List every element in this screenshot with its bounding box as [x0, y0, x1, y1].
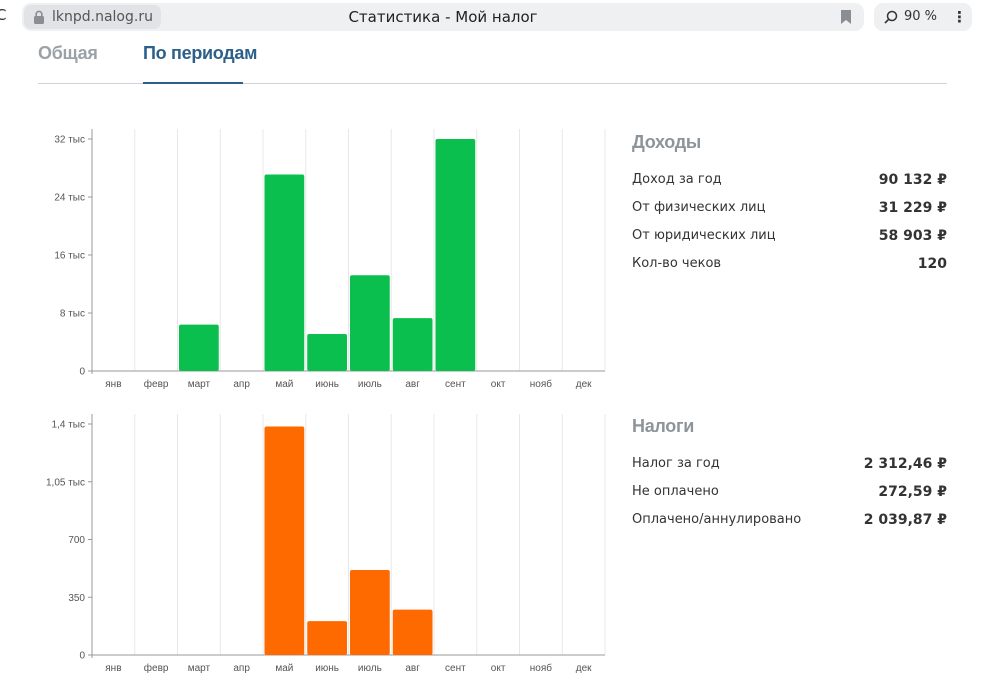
row-value: 272,59 ₽	[878, 484, 947, 500]
income-row-year: Доход за год 90 132 ₽	[632, 170, 947, 198]
tax-row-unpaid: Не оплачено 272,59 ₽	[632, 482, 947, 510]
row-label: Налог за год	[632, 456, 720, 471]
x-tick-label: июнь	[315, 663, 339, 674]
bar-сент	[435, 139, 476, 371]
tax-row-paid: Оплачено/аннулировано 2 039,87 ₽	[632, 510, 947, 538]
y-tick-label: 350	[68, 593, 85, 604]
x-tick-label: окт	[491, 379, 506, 390]
zoom-icon	[884, 10, 898, 24]
bar-авг	[392, 318, 433, 371]
x-tick-label: июль	[358, 379, 382, 390]
x-tick-label: нояб	[530, 378, 552, 390]
bar-авг	[392, 609, 433, 655]
page-title: Статистика - Мой налог	[348, 8, 538, 26]
tab-by-periods[interactable]: По периодам	[143, 43, 258, 63]
period-tabs: Общая По периодам	[38, 35, 947, 84]
income-row-individuals: От физических лиц 31 229 ₽	[632, 198, 947, 226]
income-row-legal-entities: От юридических лиц 58 903 ₽	[632, 226, 947, 254]
bar-май	[264, 174, 305, 371]
row-value: 31 229 ₽	[878, 200, 947, 216]
row-value: 58 903 ₽	[878, 228, 947, 244]
x-tick-label: сент	[445, 663, 466, 674]
y-tick-label: 1,4 тыс	[52, 420, 85, 431]
income-summary: Доходы Доход за год 90 132 ₽ От физическ…	[632, 130, 947, 282]
bar-июнь	[307, 621, 347, 655]
bar-май	[264, 426, 305, 655]
address-bar[interactable]: lknpd.nalog.ru Статистика - Мой налог	[22, 3, 864, 31]
bar-июнь	[307, 334, 347, 371]
row-value: 120	[917, 256, 947, 272]
x-tick-label: сент	[445, 379, 466, 390]
url-chip[interactable]: lknpd.nalog.ru	[24, 5, 161, 29]
x-tick-label: май	[275, 379, 293, 390]
y-tick-label: 1,05 тыс	[46, 477, 85, 488]
x-tick-label: июнь	[315, 379, 339, 390]
tab-general[interactable]: Общая	[38, 43, 98, 63]
bar-март	[179, 324, 219, 371]
reload-icon[interactable]: C	[0, 6, 7, 24]
bar-июль	[350, 275, 390, 371]
row-label: Не оплачено	[632, 484, 719, 499]
x-tick-label: авг	[405, 379, 420, 390]
x-tick-label: янв	[105, 379, 121, 390]
x-tick-label: июль	[358, 663, 382, 674]
x-tick-label: дек	[576, 379, 592, 390]
x-tick-label: май	[275, 663, 293, 674]
y-tick-label: 8 тыс	[60, 309, 85, 320]
x-tick-label: окт	[491, 663, 506, 674]
x-tick-label: март	[188, 379, 211, 390]
bookmark-icon[interactable]	[840, 10, 852, 24]
row-label: От физических лиц	[632, 200, 766, 215]
row-label: Доход за год	[632, 172, 722, 187]
tax-bar-chart: 0 350 700 1,05 тыс 1,4 тыс янв февр март апр май и…	[46, 414, 606, 674]
y-tick-label: 24 тыс	[54, 193, 85, 204]
y-tick-label: 0	[79, 367, 85, 378]
zoom-control[interactable]: 90 % ⋮	[874, 3, 972, 31]
browser-toolbar: C lknpd.nalog.ru Статистика - Мой налог …	[0, 0, 983, 35]
x-tick-label: февр	[144, 662, 169, 674]
income-row-receipts-count: Кол-во чеков 120	[632, 254, 947, 282]
row-label: Кол-во чеков	[632, 256, 722, 271]
tax-row-year: Налог за год 2 312,46 ₽	[632, 454, 947, 482]
income-bar-chart: 0 8 тыс 16 тыс 24 тыс 32 тыс янв февр март апр ма…	[54, 129, 606, 390]
lock-icon	[34, 10, 44, 24]
x-tick-label: апр	[233, 379, 250, 390]
y-tick-label: 16 тыс	[54, 251, 85, 262]
active-tab-indicator	[143, 82, 243, 84]
row-value: 2 312,46 ₽	[863, 456, 947, 472]
url-text: lknpd.nalog.ru	[52, 9, 153, 25]
x-tick-label: март	[188, 663, 211, 674]
y-tick-label: 0	[79, 651, 85, 662]
row-label: От юридических лиц	[632, 228, 776, 243]
tax-summary: Налоги Налог за год 2 312,46 ₽ Не оплаче…	[632, 414, 947, 538]
y-tick-label: 700	[68, 535, 85, 546]
x-tick-label: нояб	[530, 662, 552, 674]
row-label: Оплачено/аннулировано	[632, 512, 802, 527]
x-tick-label: дек	[576, 663, 592, 674]
income-title: Доходы	[632, 132, 701, 152]
row-value: 90 132 ₽	[878, 172, 947, 188]
bar-июль	[350, 570, 390, 655]
x-tick-label: авг	[405, 663, 420, 674]
more-menu-icon[interactable]: ⋮	[952, 8, 967, 26]
x-tick-label: апр	[233, 663, 250, 674]
y-tick-label: 32 тыс	[54, 135, 85, 146]
x-tick-label: янв	[105, 663, 121, 674]
row-value: 2 039,87 ₽	[863, 512, 947, 528]
zoom-level: 90 %	[904, 9, 938, 24]
x-tick-label: февр	[144, 378, 169, 390]
tax-title: Налоги	[632, 416, 694, 436]
